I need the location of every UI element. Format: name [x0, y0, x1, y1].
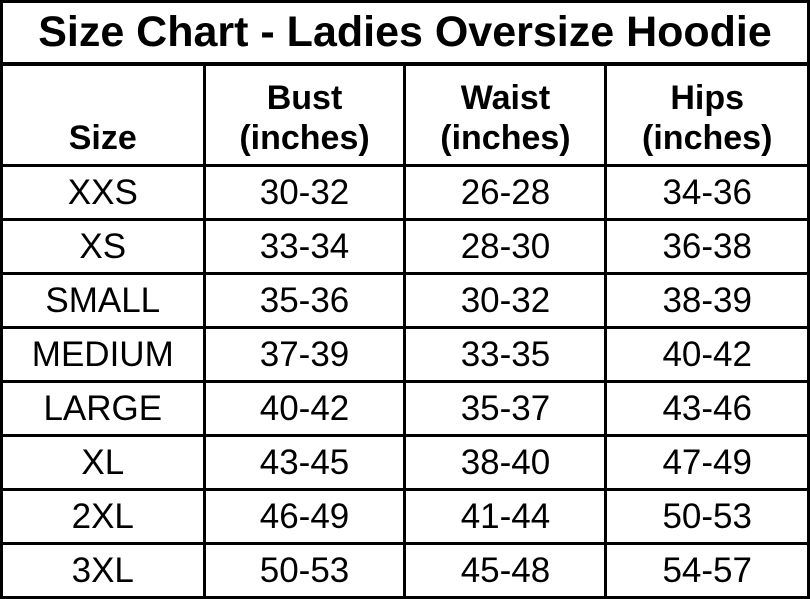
cell-bust: 33-34	[202, 218, 407, 275]
table-row: LARGE 40-42 35-37 43-46	[0, 380, 810, 437]
cell-hips: 43-46	[604, 380, 810, 437]
cell-waist: 35-37	[403, 380, 608, 437]
cell-hips: 40-42	[604, 326, 810, 383]
page-title: Size Chart - Ladies Oversize Hoodie	[0, 0, 810, 66]
cell-waist: 26-28	[403, 164, 608, 221]
table-row: SMALL 35-36 30-32 38-39	[0, 272, 810, 329]
cell-bust: 40-42	[202, 380, 407, 437]
cell-waist: 45-48	[403, 542, 608, 599]
column-header-hips-label: Hips	[670, 78, 745, 117]
column-header-bust: Bust (inches)	[202, 62, 407, 167]
cell-waist: 30-32	[403, 272, 608, 329]
cell-bust: 46-49	[202, 488, 407, 545]
column-header-waist-unit: (inches)	[440, 118, 571, 157]
table-row: 3XL 50-53 45-48 54-57	[0, 542, 810, 599]
cell-size: SMALL	[0, 272, 206, 329]
cell-bust: 35-36	[202, 272, 407, 329]
column-header-waist-label: Waist	[460, 78, 551, 117]
cell-bust: 50-53	[202, 542, 407, 599]
cell-waist: 28-30	[403, 218, 608, 275]
cell-size: 3XL	[0, 542, 206, 599]
cell-bust: 37-39	[202, 326, 407, 383]
cell-size: MEDIUM	[0, 326, 206, 383]
cell-size: XL	[0, 434, 206, 491]
cell-hips: 50-53	[604, 488, 810, 545]
cell-hips: 54-57	[604, 542, 810, 599]
column-header-bust-label: Bust	[266, 78, 343, 117]
cell-size: LARGE	[0, 380, 206, 437]
column-header-bust-unit: (inches)	[239, 118, 370, 157]
cell-size: XS	[0, 218, 206, 275]
size-table-body: XXS 30-32 26-28 34-36 XS 33-34 28-30 36-38 SMALL…	[0, 164, 810, 599]
column-header-size: Size	[0, 62, 206, 167]
cell-hips: 34-36	[604, 164, 810, 221]
cell-waist: 33-35	[403, 326, 608, 383]
cell-hips: 47-49	[604, 434, 810, 491]
cell-waist: 41-44	[403, 488, 608, 545]
cell-waist: 38-40	[403, 434, 608, 491]
column-header-size-label: Size	[68, 118, 137, 157]
header-row: Size Bust (inches) Waist (inches) Hips (…	[0, 62, 810, 167]
column-header-hips-unit: (inches)	[642, 118, 773, 157]
table-row: XS 33-34 28-30 36-38	[0, 218, 810, 275]
table-row: XL 43-45 38-40 47-49	[0, 434, 810, 491]
cell-size: 2XL	[0, 488, 206, 545]
column-header-hips: Hips (inches)	[604, 62, 810, 167]
column-header-waist: Waist (inches)	[403, 62, 608, 167]
table-row: 2XL 46-49 41-44 50-53	[0, 488, 810, 545]
cell-size: XXS	[0, 164, 206, 221]
title-row: Size Chart - Ladies Oversize Hoodie	[0, 0, 810, 66]
cell-hips: 36-38	[604, 218, 810, 275]
cell-bust: 30-32	[202, 164, 407, 221]
table-row: XXS 30-32 26-28 34-36	[0, 164, 810, 221]
cell-hips: 38-39	[604, 272, 810, 329]
cell-bust: 43-45	[202, 434, 407, 491]
table-row: MEDIUM 37-39 33-35 40-42	[0, 326, 810, 383]
